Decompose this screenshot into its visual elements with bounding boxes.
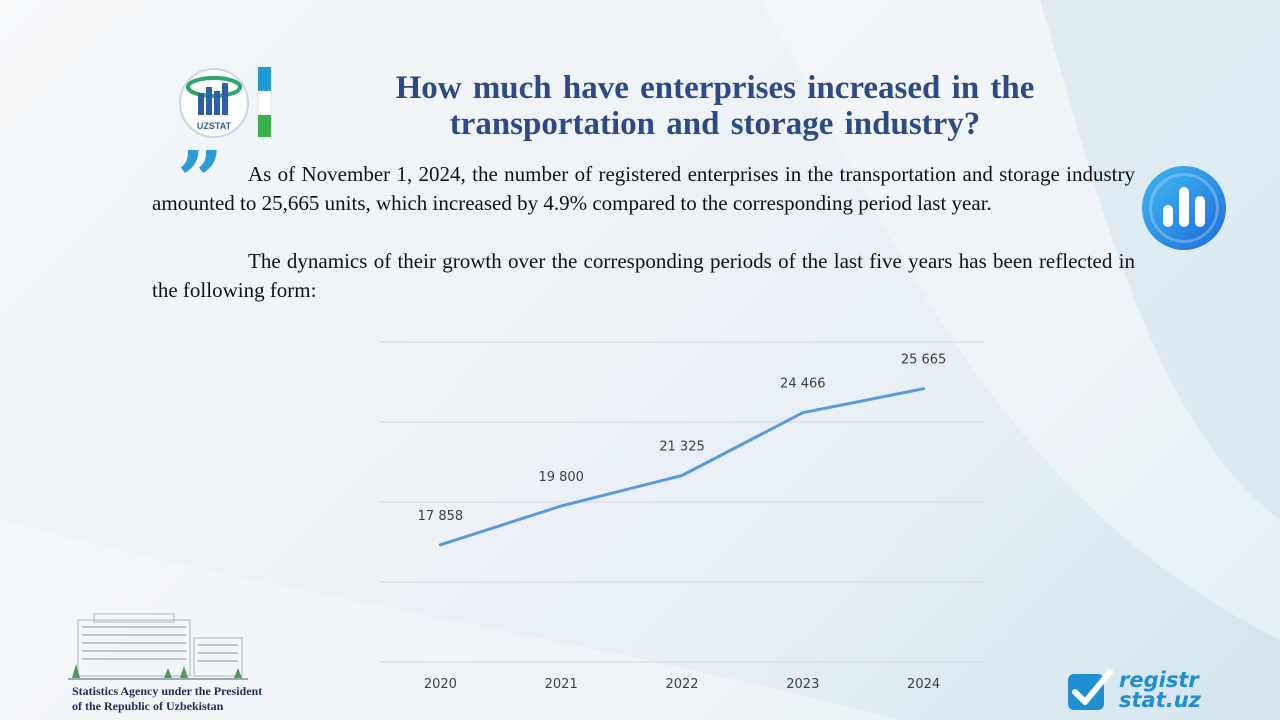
building-illustration [68, 613, 248, 680]
agency-line-1: Statistics Agency under the President [72, 684, 263, 698]
data-label: 21 325 [659, 440, 705, 455]
x-tick-label: 2024 [907, 677, 940, 692]
x-tick-label: 2023 [786, 677, 819, 692]
page-title: How much have enterprises increased in t… [395, 70, 1035, 142]
data-label: 24 466 [780, 377, 826, 392]
x-tick-label: 2022 [665, 677, 698, 692]
data-label: 17 858 [418, 509, 464, 524]
brand-line-2: stat.uz [1119, 688, 1201, 712]
bar-chart-icon [1142, 166, 1226, 250]
check-icon [1068, 669, 1113, 710]
quote-icon: ” [177, 133, 224, 227]
data-label: 19 800 [538, 470, 584, 485]
intro-paragraph: As of November 1, 2024, the number of re… [152, 160, 1135, 218]
enterprise-line-chart: 17 858 2020 19 800 2021 21 325 2022 24 466 2023… [380, 341, 984, 692]
dynamics-paragraph-text: The dynamics of their growth over the co… [152, 249, 1135, 302]
x-tick-label: 2021 [545, 677, 578, 692]
intro-paragraph-text: As of November 1, 2024, the number of re… [152, 162, 1135, 215]
data-label: 25 665 [901, 353, 947, 368]
x-tick-label: 2020 [424, 677, 457, 692]
brand-line-1: registr [1119, 668, 1199, 692]
uzstat-logo: UZSTAT [179, 67, 272, 138]
agency-line-2: of the Republic of Uzbekistan [72, 699, 224, 713]
agency-name: Statistics Agency under the President of… [72, 684, 302, 714]
dynamics-paragraph: The dynamics of their growth over the co… [152, 247, 1135, 305]
logo-text: UZSTAT [197, 121, 232, 131]
registr-stat-brand[interactable]: registr stat.uz [1119, 668, 1201, 712]
series-line [438, 387, 926, 547]
